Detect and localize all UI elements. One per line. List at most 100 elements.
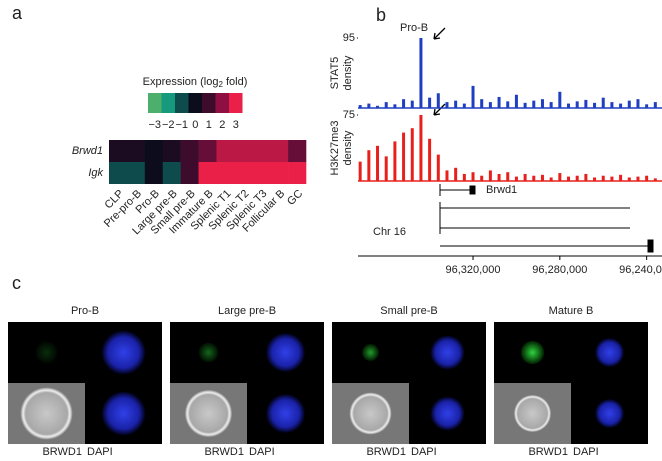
signal-bar bbox=[549, 102, 553, 108]
signal-bar bbox=[367, 103, 371, 108]
signal-bar bbox=[653, 102, 657, 108]
signal-bar bbox=[393, 141, 397, 181]
nucleus bbox=[430, 335, 465, 370]
heatmap-cell bbox=[144, 140, 164, 162]
signal-bar bbox=[645, 175, 649, 181]
row-label: Brwd1 bbox=[72, 145, 103, 157]
signal-bar bbox=[410, 128, 414, 181]
y-axis-label: density bbox=[342, 130, 354, 165]
heatmap-cell bbox=[288, 162, 307, 184]
signal-bar bbox=[488, 102, 492, 108]
heatmap-cell bbox=[288, 140, 307, 162]
column-label: GC bbox=[285, 188, 305, 208]
cell-dic bbox=[185, 390, 232, 437]
cell-dic bbox=[349, 392, 392, 435]
signal-bar bbox=[402, 132, 406, 181]
signal-bar bbox=[653, 178, 657, 181]
colorbar-title: Expression (log2 fold) bbox=[143, 76, 248, 89]
signal-bar bbox=[601, 97, 605, 108]
y-axis-label: H3K27me3 bbox=[329, 120, 341, 175]
nucleus bbox=[595, 399, 624, 428]
signal-bar bbox=[593, 102, 597, 108]
nucleus bbox=[101, 391, 146, 436]
gene-model bbox=[439, 184, 654, 253]
image-title: Small pre-B bbox=[380, 305, 437, 317]
heatmap-cell bbox=[270, 140, 289, 162]
heatmap-cell bbox=[252, 140, 271, 162]
green-signal bbox=[362, 344, 379, 361]
signal-bar bbox=[428, 97, 432, 108]
signal-bar bbox=[610, 176, 614, 181]
heatmap-cell bbox=[234, 140, 253, 162]
heatmap-cell bbox=[234, 162, 253, 184]
heatmap-cell bbox=[126, 162, 146, 184]
colorbar-tick-label: 1 bbox=[206, 119, 212, 131]
colorbar-tick-label: −2 bbox=[162, 119, 175, 131]
heatmap-cell bbox=[126, 140, 146, 162]
signal-bar bbox=[419, 115, 423, 181]
heatmap-cell bbox=[270, 162, 289, 184]
green-signal bbox=[520, 340, 545, 365]
colorbar-cell bbox=[188, 93, 202, 113]
signal-bar bbox=[636, 176, 640, 181]
stain-label: BRWD1 bbox=[42, 446, 82, 458]
heatmap-cell bbox=[109, 162, 128, 184]
signal-bar bbox=[540, 99, 544, 108]
colorbar-cell bbox=[202, 93, 216, 113]
colorbar-cell bbox=[148, 93, 162, 113]
signal-bar bbox=[514, 94, 518, 108]
signal-bar bbox=[558, 91, 562, 108]
signal-bar bbox=[506, 101, 510, 108]
signal-bar bbox=[619, 174, 623, 181]
signal-bar bbox=[558, 173, 562, 181]
cell-dic bbox=[20, 387, 73, 440]
heatmap-cell bbox=[216, 140, 235, 162]
signal-bar bbox=[480, 99, 484, 108]
heatmap-cell bbox=[252, 162, 271, 184]
nucleus bbox=[266, 333, 305, 372]
heatmap-cell bbox=[144, 162, 164, 184]
chromosome-label: Chr 16 bbox=[373, 226, 406, 238]
green-signal bbox=[35, 341, 58, 364]
signal-bar bbox=[445, 102, 449, 108]
panel-label: c bbox=[12, 273, 21, 293]
nucleus bbox=[101, 330, 146, 375]
signal-bar bbox=[575, 101, 579, 108]
image-title: Pro-B bbox=[71, 305, 99, 317]
signal-bar bbox=[488, 170, 492, 181]
stain-label: BRWD1 bbox=[528, 446, 568, 458]
heatmap-cell bbox=[198, 162, 217, 184]
colorbar-tick-label: −1 bbox=[175, 119, 188, 131]
colorbar-tick-label: 2 bbox=[219, 119, 225, 131]
colorbar-tick-label: 0 bbox=[192, 119, 198, 131]
heatmap-cell bbox=[162, 162, 181, 184]
heatmap-cell bbox=[216, 162, 235, 184]
signal-bar bbox=[445, 170, 449, 181]
signal-bar bbox=[636, 99, 640, 108]
signal-bar bbox=[436, 93, 440, 108]
signal-bar bbox=[584, 173, 588, 181]
signal-bar bbox=[601, 175, 605, 181]
signal-bar bbox=[645, 104, 649, 108]
colorbar-cell bbox=[215, 93, 229, 113]
gene-label: Brwd1 bbox=[486, 184, 517, 196]
heatmap-cell bbox=[198, 140, 217, 162]
panel-label: a bbox=[12, 3, 23, 23]
stain-label: DAPI bbox=[573, 446, 599, 458]
signal-bar bbox=[627, 100, 631, 108]
image-title: Mature B bbox=[549, 305, 594, 317]
signal-bar bbox=[358, 161, 362, 181]
colorbar-cell bbox=[175, 93, 189, 113]
cell-dic bbox=[514, 395, 551, 432]
y-axis-label: density bbox=[342, 55, 354, 90]
signal-bar bbox=[567, 176, 571, 181]
nucleus bbox=[595, 338, 624, 367]
y-tick-label: 75 bbox=[343, 109, 355, 121]
x-tick-label: 96,240,000 bbox=[619, 264, 662, 276]
green-signal bbox=[198, 342, 219, 363]
track-title: Pro-B bbox=[400, 22, 428, 34]
stain-label: DAPI bbox=[87, 446, 113, 458]
heatmap-cell bbox=[180, 140, 199, 162]
image-title: Large pre-B bbox=[218, 305, 276, 317]
